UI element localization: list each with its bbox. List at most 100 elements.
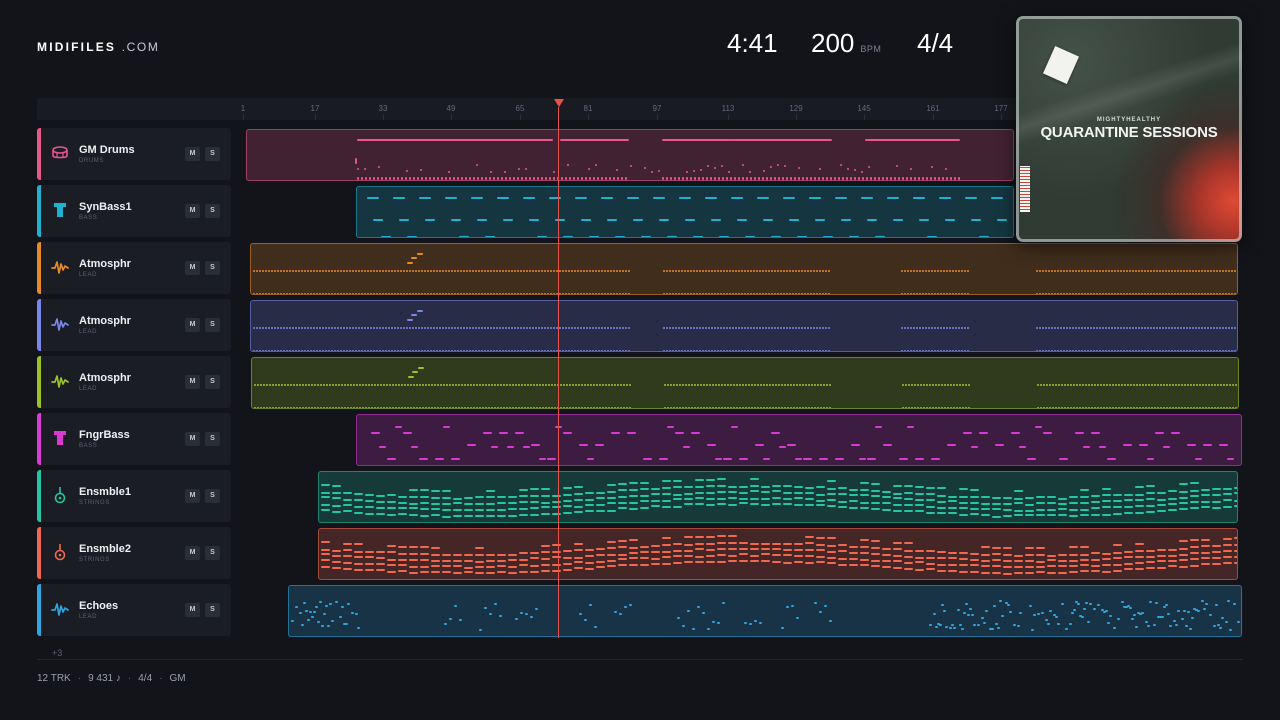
solo-button[interactable]: S bbox=[205, 147, 220, 161]
mute-button[interactable]: M bbox=[185, 261, 200, 275]
midi-note bbox=[1019, 612, 1022, 614]
solo-button[interactable]: S bbox=[205, 603, 220, 617]
midi-clip[interactable] bbox=[288, 585, 1242, 637]
midi-note bbox=[1045, 327, 1047, 329]
midi-note bbox=[786, 350, 788, 351]
timeline-ruler[interactable]: 1 17 33 49 65 81 97 113 129 145 161 177 bbox=[37, 98, 1243, 120]
midi-note bbox=[746, 177, 748, 180]
midi-note bbox=[469, 293, 471, 294]
track-header[interactable]: FngrBass BASS M S bbox=[37, 413, 231, 465]
midi-note bbox=[753, 327, 755, 329]
track-header[interactable]: Echoes LEAD M S bbox=[37, 584, 231, 636]
mute-button[interactable]: M bbox=[185, 603, 200, 617]
midi-note bbox=[1146, 550, 1155, 552]
track-header[interactable]: Atmosphr LEAD M S bbox=[37, 299, 231, 351]
track-header[interactable]: Ensmble1 STRINGS M S bbox=[37, 470, 231, 522]
midi-note bbox=[544, 270, 546, 272]
solo-button[interactable]: S bbox=[205, 318, 220, 332]
midi-note bbox=[277, 350, 279, 351]
midi-note bbox=[493, 350, 495, 351]
midi-note bbox=[478, 293, 480, 294]
solo-button[interactable]: S bbox=[205, 204, 220, 218]
midi-note bbox=[442, 293, 444, 294]
brand-logo[interactable]: MIDIFILES .COM bbox=[37, 40, 159, 54]
midi-note bbox=[706, 549, 715, 551]
album-cover[interactable]: MIGHTYHEALTHY QUARANTINE SESSIONS bbox=[1016, 16, 1242, 242]
midi-note bbox=[917, 407, 919, 408]
midi-note bbox=[475, 503, 484, 505]
playhead-handle[interactable] bbox=[554, 99, 564, 107]
midi-note bbox=[420, 169, 422, 171]
midi-note bbox=[355, 270, 357, 272]
more-tracks-indicator[interactable]: +3 bbox=[52, 648, 63, 658]
midi-clip[interactable] bbox=[356, 414, 1242, 466]
midi-note bbox=[672, 350, 674, 351]
midi-note bbox=[622, 350, 624, 351]
midi-clip[interactable] bbox=[356, 186, 1014, 238]
midi-note bbox=[275, 384, 277, 386]
midi-clip[interactable] bbox=[250, 243, 1238, 295]
midi-note bbox=[387, 564, 396, 566]
midi-note bbox=[714, 350, 716, 351]
midi-note bbox=[371, 432, 380, 434]
track-header[interactable]: Atmosphr LEAD M S bbox=[37, 356, 231, 408]
midi-note bbox=[508, 515, 517, 517]
midi-clip[interactable] bbox=[318, 471, 1238, 523]
midi-clip[interactable] bbox=[251, 357, 1239, 409]
midi-note bbox=[1014, 514, 1023, 516]
midi-note bbox=[867, 219, 877, 221]
midi-note bbox=[1081, 350, 1083, 351]
mute-button[interactable]: M bbox=[185, 318, 200, 332]
midi-note bbox=[1127, 384, 1129, 386]
midi-note bbox=[365, 551, 374, 553]
midi-note bbox=[387, 551, 396, 553]
midi-clip[interactable] bbox=[250, 300, 1238, 352]
mute-button[interactable]: M bbox=[185, 204, 200, 218]
mute-button[interactable]: M bbox=[185, 375, 200, 389]
solo-button[interactable]: S bbox=[205, 375, 220, 389]
midi-note bbox=[577, 177, 579, 180]
midi-note bbox=[1199, 407, 1201, 408]
midi-note bbox=[481, 350, 483, 351]
solo-button[interactable]: S bbox=[205, 432, 220, 446]
track-header[interactable]: Ensmble2 STRINGS M S bbox=[37, 527, 231, 579]
midi-note bbox=[799, 407, 801, 408]
ruler-mark-label: 113 bbox=[721, 104, 735, 113]
midi-note bbox=[961, 270, 963, 272]
midi-note bbox=[347, 603, 350, 605]
solo-button[interactable]: S bbox=[205, 261, 220, 275]
mute-button[interactable]: M bbox=[185, 432, 200, 446]
playhead-line[interactable] bbox=[558, 107, 559, 638]
midi-note bbox=[1234, 537, 1237, 539]
midi-note bbox=[1196, 407, 1198, 408]
midi-clip[interactable] bbox=[246, 129, 1014, 181]
mute-button[interactable]: M bbox=[185, 147, 200, 161]
midi-note bbox=[915, 458, 924, 460]
midi-note bbox=[942, 177, 944, 180]
track-header[interactable]: GM Drums DRUMS M S bbox=[37, 128, 231, 180]
track-header[interactable]: Atmosphr LEAD M S bbox=[37, 242, 231, 294]
midi-note bbox=[1003, 497, 1012, 499]
track-header[interactable]: SynBass1 BASS M S bbox=[37, 185, 231, 237]
solo-button[interactable]: S bbox=[205, 489, 220, 503]
midi-note bbox=[826, 177, 828, 180]
solo-button[interactable]: S bbox=[205, 546, 220, 560]
midi-note bbox=[934, 270, 936, 272]
midi-clip[interactable] bbox=[318, 528, 1238, 580]
midi-note bbox=[356, 384, 358, 386]
midi-note bbox=[585, 177, 587, 180]
midi-note bbox=[1123, 270, 1125, 272]
midi-note bbox=[1166, 407, 1168, 408]
midi-note bbox=[695, 503, 704, 505]
mute-button[interactable]: M bbox=[185, 489, 200, 503]
midi-note bbox=[1177, 327, 1179, 329]
midi-note bbox=[1042, 350, 1044, 351]
midi-note bbox=[616, 169, 618, 171]
midi-note bbox=[387, 494, 396, 496]
mute-button[interactable]: M bbox=[185, 546, 200, 560]
midi-note bbox=[1102, 553, 1111, 555]
midi-note bbox=[1096, 327, 1098, 329]
midi-note bbox=[433, 327, 435, 329]
midi-note bbox=[693, 170, 695, 172]
midi-note bbox=[523, 293, 525, 294]
